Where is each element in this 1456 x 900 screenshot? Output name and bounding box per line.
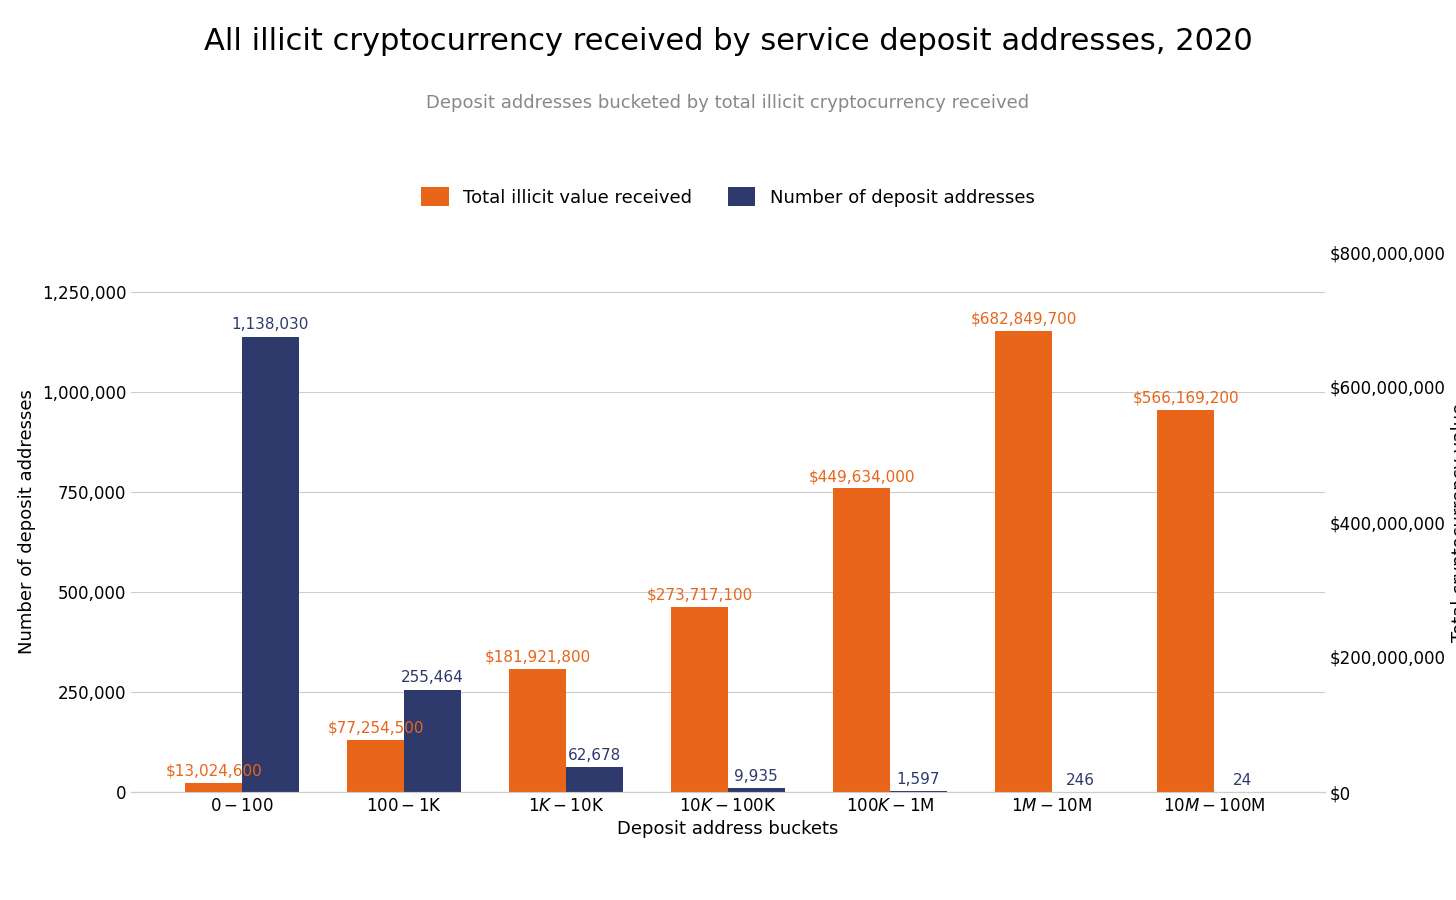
Bar xyxy=(671,608,728,792)
Bar xyxy=(566,767,623,792)
Bar xyxy=(833,489,890,792)
Legend: Total illicit value received, Number of deposit addresses: Total illicit value received, Number of … xyxy=(415,180,1041,214)
Text: $181,921,800: $181,921,800 xyxy=(485,650,591,665)
Text: 246: 246 xyxy=(1066,772,1095,788)
Bar xyxy=(185,783,242,792)
Y-axis label: Number of deposit addresses: Number of deposit addresses xyxy=(17,390,36,654)
Bar xyxy=(242,337,298,792)
Bar xyxy=(996,331,1053,792)
Text: $449,634,000: $449,634,000 xyxy=(808,469,914,484)
Bar xyxy=(728,788,785,792)
X-axis label: Deposit address buckets: Deposit address buckets xyxy=(617,821,839,839)
Text: $682,849,700: $682,849,700 xyxy=(971,311,1077,327)
Text: 1,138,030: 1,138,030 xyxy=(232,318,309,332)
Text: 62,678: 62,678 xyxy=(568,748,620,762)
Bar xyxy=(403,689,460,792)
Text: 24: 24 xyxy=(1233,773,1252,788)
Text: $273,717,100: $273,717,100 xyxy=(646,588,753,603)
Bar xyxy=(510,670,566,792)
Text: $566,169,200: $566,169,200 xyxy=(1133,391,1239,406)
Y-axis label: Total cryptocurrency value: Total cryptocurrency value xyxy=(1452,402,1456,642)
Text: $13,024,600: $13,024,600 xyxy=(166,764,262,778)
Text: 1,597: 1,597 xyxy=(897,772,941,787)
Text: Deposit addresses bucketed by total illicit cryptocurrency received: Deposit addresses bucketed by total illi… xyxy=(427,94,1029,112)
Text: 9,935: 9,935 xyxy=(734,769,778,784)
Bar xyxy=(1158,410,1214,792)
Text: 255,464: 255,464 xyxy=(400,670,463,686)
Text: $77,254,500: $77,254,500 xyxy=(328,721,424,735)
Bar xyxy=(348,740,403,792)
Text: All illicit cryptocurrency received by service deposit addresses, 2020: All illicit cryptocurrency received by s… xyxy=(204,27,1252,56)
